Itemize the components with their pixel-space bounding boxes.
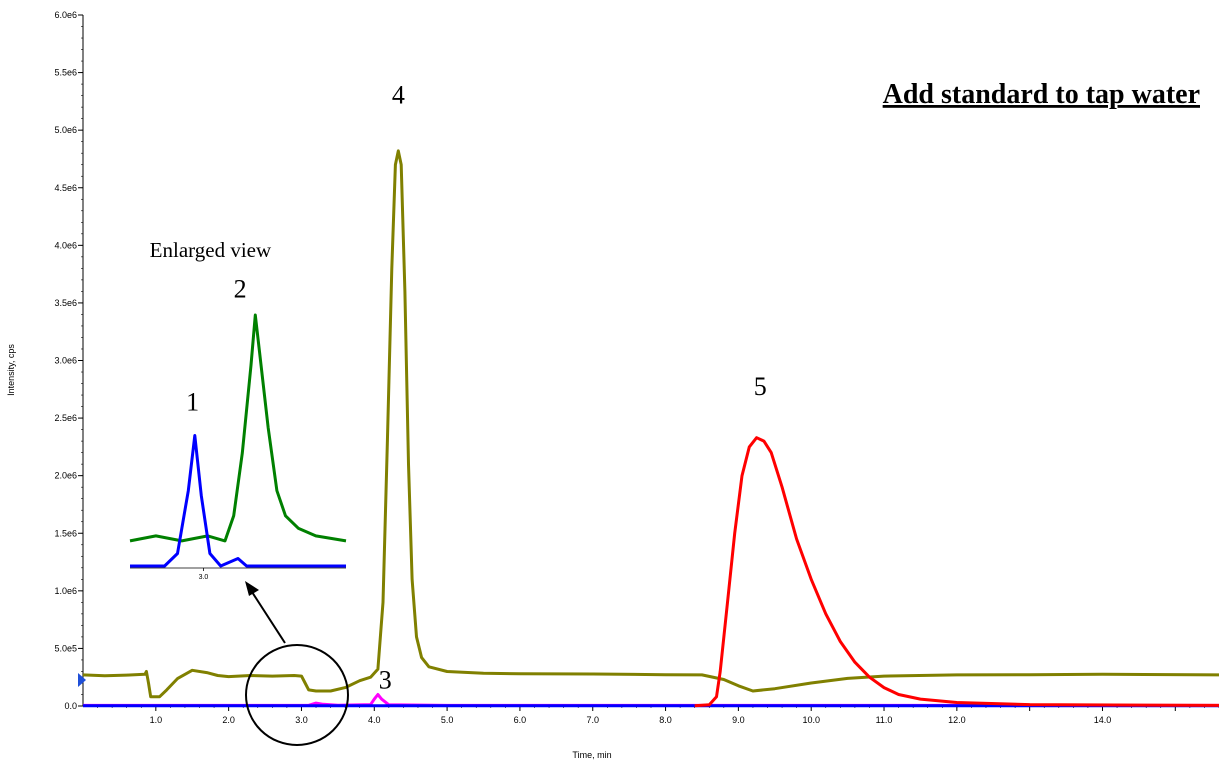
x-axis-title: Time, min [572, 750, 611, 760]
x-tick-label: 8.0 [659, 715, 672, 725]
y-tick-label: 1.0e6 [54, 586, 77, 596]
inset-series-line-0 [129, 313, 347, 543]
enlarged-view-label: Enlarged view [150, 238, 272, 262]
x-tick-label: 12.0 [948, 715, 966, 725]
y-tick-label: 4.0e6 [54, 240, 77, 250]
zoom-arrow-shaft [251, 591, 286, 644]
y-tick-label: 5.5e6 [54, 68, 77, 78]
x-tick-label: 7.0 [586, 715, 599, 725]
x-tick-label: 10.0 [802, 715, 820, 725]
inset-x-tick-label: 3.0 [199, 574, 209, 581]
zoom-arrow-head [245, 581, 259, 596]
y-tick-label: 1.5e6 [54, 528, 77, 538]
annotations: 4 5 3 Enlarged view [150, 81, 767, 695]
y-tick-label: 2.0e6 [54, 471, 77, 481]
y-tick-label: 0.0 [64, 701, 77, 711]
y-tick-label: 4.5e6 [54, 183, 77, 193]
x-tick-label: 2.0 [222, 715, 235, 725]
x-tick-label: 9.0 [732, 715, 745, 725]
x-tick-label: 3.0 [295, 715, 308, 725]
peak-label-3: 3 [379, 666, 392, 695]
x-tick-label: 11.0 [876, 715, 893, 725]
y-tick-label: 5.0e5 [54, 643, 77, 653]
series-layer [82, 149, 1219, 708]
inset-peak-label-1: 1 [186, 387, 199, 416]
chart-title: Add standard to tap water [883, 79, 1200, 110]
x-tick-label: 1.0 [150, 715, 163, 725]
y-tick-label: 6.0e6 [54, 10, 77, 20]
y-tick-label: 5.0e6 [54, 125, 77, 135]
x-tick-label: 6.0 [514, 715, 527, 725]
series-line-3 [694, 436, 1219, 708]
y-tick-label: 3.5e6 [54, 298, 77, 308]
y-tick-label: 2.5e6 [54, 413, 77, 423]
inset-series-line-1 [130, 434, 346, 568]
inset-peak-label-2: 2 [234, 274, 247, 303]
peak-label-4: 4 [392, 81, 405, 110]
series-line-0 [82, 149, 1219, 699]
x-tick-label: 4.0 [368, 715, 381, 725]
y-axis-title: Intensity, cps [6, 344, 16, 396]
peak-label-5: 5 [754, 372, 767, 401]
x-tick-label: 14.0 [1094, 715, 1112, 725]
zoom-circle [245, 644, 349, 746]
blue-triangle-marker [78, 673, 86, 687]
axes: 0.0 5.0e5 1.0e6 1.5e6 2.0e6 2.5e6 3.0e6 3.5e6 4.… [54, 10, 1219, 725]
x-tick-label: 5.0 [441, 715, 454, 725]
y-tick-label: 3.0e6 [54, 356, 77, 366]
inset-enlarged-view: 3.0 1 2 [129, 274, 347, 581]
